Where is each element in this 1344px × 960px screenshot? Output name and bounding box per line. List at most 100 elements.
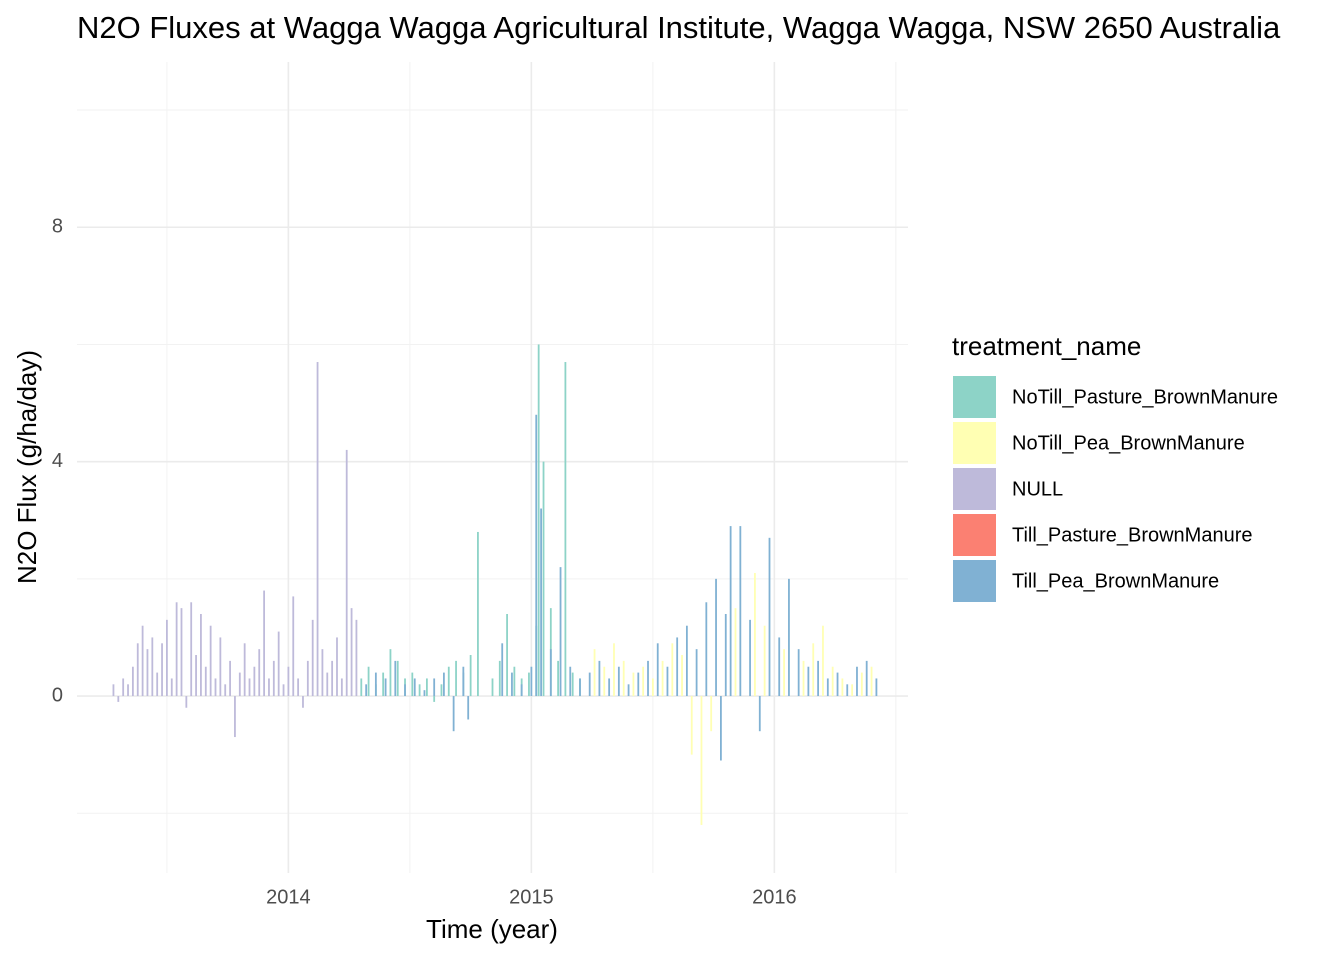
bar bbox=[671, 643, 674, 697]
bar bbox=[243, 643, 246, 697]
bar bbox=[822, 625, 824, 697]
bar bbox=[632, 672, 635, 697]
bar bbox=[501, 643, 504, 697]
bar bbox=[161, 643, 163, 697]
bar bbox=[418, 684, 421, 697]
bar bbox=[734, 608, 737, 697]
bar bbox=[477, 531, 479, 697]
bar bbox=[350, 608, 353, 697]
bar bbox=[608, 678, 611, 697]
bar bbox=[661, 660, 664, 697]
bar bbox=[131, 666, 134, 697]
bar bbox=[739, 526, 742, 697]
bar bbox=[433, 696, 436, 702]
bar bbox=[336, 637, 338, 697]
x-axis-title: Time (year) bbox=[426, 914, 558, 944]
bar bbox=[700, 696, 703, 825]
bar bbox=[831, 666, 834, 697]
bar bbox=[856, 666, 858, 697]
bar bbox=[413, 678, 416, 697]
bar bbox=[685, 625, 688, 697]
bar bbox=[382, 672, 385, 697]
bar bbox=[190, 602, 193, 697]
bar bbox=[627, 684, 630, 697]
bar bbox=[234, 696, 236, 738]
bar bbox=[875, 678, 878, 697]
bar bbox=[870, 666, 873, 697]
bar bbox=[836, 672, 839, 697]
bar bbox=[579, 678, 581, 697]
bar bbox=[224, 684, 227, 697]
bar bbox=[146, 649, 149, 697]
bar bbox=[656, 643, 659, 697]
y-tick-label: 4 bbox=[52, 450, 63, 472]
bar bbox=[112, 684, 115, 697]
bar bbox=[355, 619, 358, 697]
bar bbox=[248, 678, 251, 697]
bar bbox=[841, 678, 844, 697]
bar bbox=[846, 684, 849, 697]
bar bbox=[729, 526, 732, 697]
bar bbox=[185, 696, 188, 708]
bar bbox=[797, 649, 800, 697]
bar bbox=[537, 344, 540, 697]
legend-key bbox=[953, 560, 996, 602]
bar bbox=[209, 625, 212, 697]
bar bbox=[268, 678, 270, 697]
bar bbox=[598, 660, 601, 697]
bar bbox=[200, 613, 202, 697]
bar bbox=[622, 660, 625, 697]
bar bbox=[851, 684, 854, 697]
legend-key bbox=[953, 514, 996, 556]
x-tick-label: 2014 bbox=[266, 886, 311, 908]
bar bbox=[263, 590, 265, 697]
bar bbox=[530, 666, 533, 697]
bar bbox=[783, 649, 785, 697]
bar bbox=[394, 660, 397, 697]
bar bbox=[778, 637, 781, 697]
legend-label: NoTill_Pasture_BrownManure bbox=[1012, 386, 1278, 408]
bar bbox=[272, 660, 275, 697]
bar bbox=[802, 660, 805, 697]
bar bbox=[396, 660, 399, 697]
bar bbox=[122, 678, 125, 697]
bar bbox=[724, 613, 727, 697]
bar bbox=[812, 643, 815, 697]
bar bbox=[340, 678, 343, 697]
bar bbox=[491, 678, 494, 697]
bar bbox=[136, 643, 139, 697]
bar bbox=[535, 414, 538, 697]
bar bbox=[705, 602, 708, 697]
bar bbox=[433, 678, 436, 697]
bar bbox=[768, 537, 771, 697]
legend-label: Till_Pasture_BrownManure bbox=[1012, 524, 1252, 546]
bar bbox=[455, 660, 457, 697]
bar bbox=[826, 678, 829, 697]
bar bbox=[326, 672, 329, 697]
legend-key bbox=[953, 376, 996, 418]
bar bbox=[564, 362, 567, 697]
bar bbox=[676, 637, 679, 697]
bar bbox=[389, 649, 392, 697]
bar bbox=[720, 696, 722, 761]
x-tick-label: 2015 bbox=[509, 886, 554, 908]
bar bbox=[513, 666, 516, 697]
bar bbox=[404, 684, 406, 697]
bar bbox=[469, 655, 472, 697]
bar bbox=[557, 660, 560, 697]
bar bbox=[360, 678, 363, 697]
bar bbox=[253, 666, 256, 697]
bar bbox=[175, 602, 178, 697]
x-tick-label: 2016 bbox=[752, 886, 797, 908]
bar bbox=[637, 672, 640, 697]
bar bbox=[754, 572, 756, 697]
bar bbox=[367, 666, 370, 697]
bar bbox=[204, 666, 207, 697]
bar bbox=[520, 684, 523, 697]
bar bbox=[540, 508, 542, 697]
bar bbox=[666, 666, 669, 697]
bar bbox=[345, 449, 348, 697]
bar bbox=[219, 637, 222, 697]
bar bbox=[423, 690, 426, 697]
